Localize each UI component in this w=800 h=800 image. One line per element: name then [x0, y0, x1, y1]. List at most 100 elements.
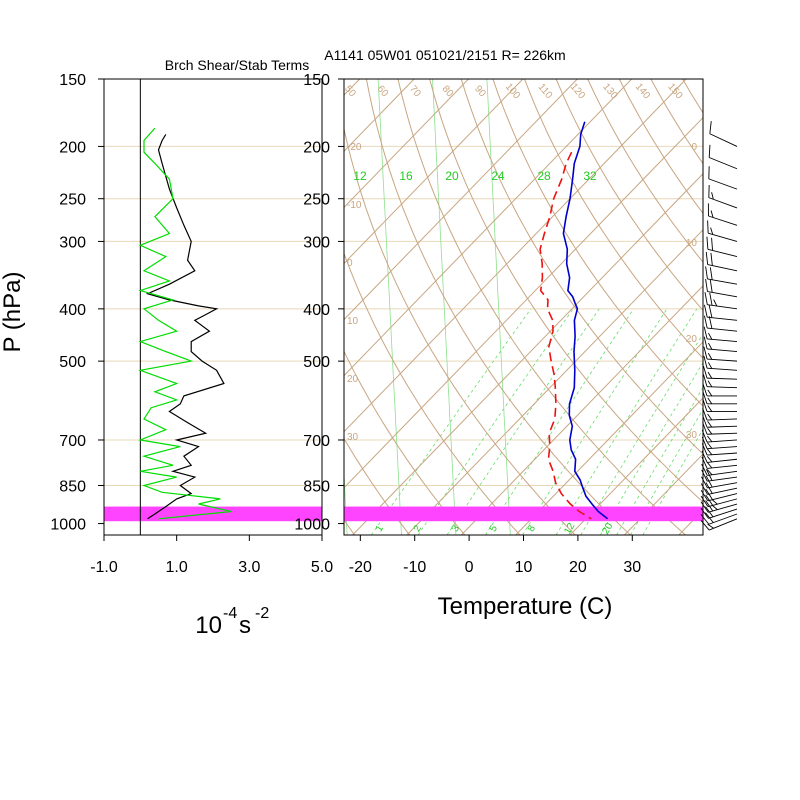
wind-barb	[709, 121, 738, 147]
wind-barb-feather	[701, 450, 708, 463]
left-pressure-tick-labels: 150 200 250 300 400 500 700 850 1000	[50, 72, 104, 534]
left-p-tick-label: 400	[59, 302, 86, 319]
isotherm	[515, 341, 703, 535]
wind-barb-staff	[707, 264, 738, 272]
wind-barb-feather	[711, 499, 718, 505]
left-pressure-gridlines	[104, 145, 322, 486]
left-p-tick-label: 200	[59, 139, 86, 156]
skewt-pressure-gridlines	[344, 145, 703, 486]
wind-barb-staff	[708, 215, 738, 226]
wind-barb-staff	[707, 439, 738, 443]
wind-barb	[701, 469, 738, 482]
shear-line	[138, 127, 232, 520]
wind-barb-feather	[703, 326, 708, 340]
wind-barb-staff	[707, 278, 738, 285]
moist-adiabat	[377, 79, 402, 535]
dry-adiabat	[365, 79, 631, 535]
wind-barb-feather	[708, 316, 713, 329]
dry-adiabat	[397, 79, 686, 535]
wind-barb-feather	[705, 251, 709, 265]
left-x-tick-label: 1.0	[166, 559, 188, 576]
dry-adiabat	[460, 79, 703, 455]
wind-barb-feather	[707, 362, 713, 369]
isotherm	[569, 397, 703, 535]
wind-barb-feather	[705, 500, 714, 512]
skewt-p-tick-label: 400	[303, 302, 330, 319]
theta-label: 80	[440, 84, 456, 100]
left-x-tick-labels: -1.0 1.0 3.0 5.0	[90, 535, 333, 576]
left-series-group	[138, 127, 232, 520]
wind-barb-feather	[705, 506, 714, 518]
wind-barb-feather	[706, 456, 713, 463]
mixing-ratio-bottom-label: 12	[562, 521, 577, 537]
dry-adiabat	[682, 79, 703, 114]
isotherm	[624, 453, 703, 535]
wind-barb-feather	[707, 420, 713, 428]
y-axis-label: P (hPa)	[0, 272, 26, 353]
wind-barb-staff	[707, 458, 738, 463]
isotherm	[344, 79, 524, 265]
wind-barb-feather	[703, 355, 708, 369]
wind-barb-staff	[707, 291, 738, 298]
theta-label: 100	[503, 81, 522, 101]
skewt-p-tick-label: 300	[303, 234, 330, 251]
skewt-p-tick-label: 200	[303, 139, 330, 156]
wind-barb	[705, 251, 738, 272]
dry-adiabat	[429, 79, 703, 503]
wind-barb-feather	[708, 305, 713, 318]
wind-barb-staff	[707, 482, 738, 489]
wind-barb-feather	[701, 469, 708, 482]
dry-adiabat	[736, 63, 800, 535]
wind-barb-staff	[707, 446, 738, 450]
mixing-ratio-bottom-label: 2	[412, 523, 425, 534]
dry-adiabat	[705, 63, 800, 535]
mixing-ratio-top-label: 32	[583, 169, 597, 183]
isotherm	[344, 116, 703, 489]
skewt-p-tick-label: 250	[303, 192, 330, 209]
wind-barb-staff	[707, 248, 738, 257]
wind-barb	[700, 500, 738, 513]
skewt-p-tick-label: 1000	[294, 517, 330, 534]
wind-barb-feather	[711, 192, 714, 200]
skewt-highlight-band	[344, 506, 703, 522]
wind-barb-feather	[709, 121, 712, 134]
wind-barb-staff	[708, 513, 738, 525]
theta-label: 90	[472, 84, 488, 100]
wind-barb	[707, 203, 738, 226]
wind-barb-staff	[707, 432, 738, 435]
wind-barb-staff	[707, 367, 738, 371]
isotherm	[733, 79, 800, 535]
left-p-tick-label: 1000	[50, 517, 86, 534]
wind-barb-feather	[710, 252, 713, 266]
wind-barb	[705, 266, 738, 285]
wind-barb	[701, 456, 738, 469]
wind-barb-feather	[711, 237, 713, 251]
wind-barb-feather	[707, 427, 713, 435]
wind-barb-feather	[700, 507, 709, 519]
dry-adiabat	[107, 63, 189, 535]
left-p-tick-label: 300	[59, 234, 86, 251]
mixing-ratio-line	[370, 308, 532, 535]
wind-barb	[700, 488, 738, 502]
wind-barb-feather	[708, 342, 713, 350]
wind-barb-feather	[703, 374, 708, 387]
wind-barb-feather	[702, 383, 708, 397]
wind-barb-staff	[707, 386, 738, 389]
wind-barb	[702, 408, 738, 421]
wind-barb-feather	[702, 422, 708, 435]
wind-barb-staff	[707, 327, 738, 332]
wind-barb-staff	[709, 157, 738, 170]
dry-adiabat	[523, 79, 703, 359]
wind-barb-feather	[701, 430, 708, 443]
moist-adiabat	[432, 79, 457, 535]
wind-barb-feather	[700, 495, 709, 507]
left-x-tick-label: 3.0	[238, 559, 260, 576]
left-plot-frame	[103, 78, 323, 536]
wind-barb-feather	[707, 371, 713, 379]
moist-adiabat	[51, 63, 75, 535]
wind-barb-feather	[703, 336, 708, 350]
wind-barb-staff	[708, 232, 738, 242]
wind-barb-feather	[707, 413, 713, 421]
moist-adiabat	[486, 79, 511, 535]
